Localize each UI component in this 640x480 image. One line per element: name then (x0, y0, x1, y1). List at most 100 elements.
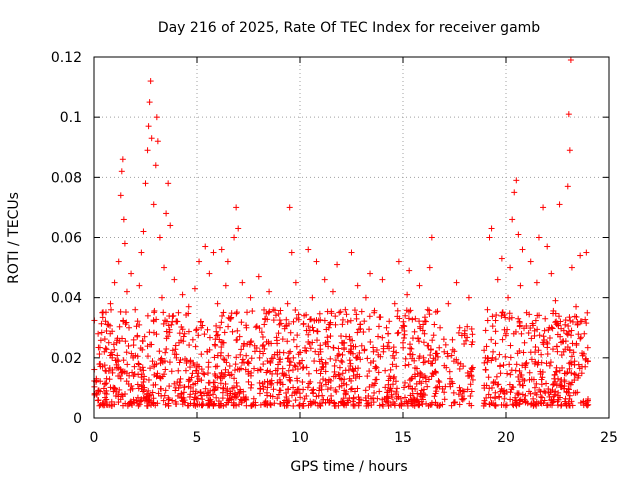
noise-point (332, 387, 339, 394)
data-point (404, 291, 411, 298)
noise-point (584, 309, 591, 316)
noise-point (556, 381, 563, 388)
noise-point (181, 384, 188, 391)
noise-point (489, 354, 496, 361)
noise-point (185, 310, 192, 317)
noise-point (572, 371, 579, 378)
noise-point (145, 387, 152, 394)
noise-point (235, 389, 242, 396)
noise-point (398, 401, 405, 408)
noise-point (469, 338, 476, 345)
data-point (194, 363, 200, 370)
noise-point (456, 365, 463, 372)
noise-point (568, 370, 575, 377)
noise-point (402, 379, 409, 386)
noise-point (135, 361, 142, 368)
noise-point (259, 343, 266, 350)
noise-point (260, 350, 267, 357)
noise-point (290, 318, 297, 325)
noise-point (103, 327, 110, 334)
noise-point (145, 376, 152, 383)
noise-point (296, 359, 303, 366)
noise-point (500, 362, 507, 369)
noise-point (102, 345, 109, 352)
noise-point (354, 329, 361, 336)
noise-point (563, 330, 570, 337)
noise-point (102, 318, 109, 325)
noise-point (339, 321, 346, 328)
noise-point (274, 370, 281, 377)
data-point (146, 99, 153, 106)
noise-point (379, 396, 386, 403)
noise-point (252, 324, 259, 331)
noise-point (453, 356, 460, 363)
noise-point (504, 370, 511, 377)
y-tick-label: 0.12 (51, 50, 82, 66)
noise-point (122, 338, 129, 345)
data-point (383, 324, 390, 331)
noise-point (263, 310, 270, 317)
noise-point (441, 389, 448, 396)
noise-point (561, 370, 568, 377)
noise-point (339, 370, 346, 377)
noise-point (101, 336, 108, 343)
noise-point (574, 374, 581, 381)
noise-point (520, 349, 527, 356)
noise-point (163, 345, 170, 352)
x-tick-label: 10 (291, 430, 309, 446)
noise-point (270, 317, 277, 324)
noise-point (402, 312, 409, 319)
noise-point (499, 309, 506, 316)
data-point (292, 279, 299, 286)
noise-point (532, 317, 539, 324)
noise-point (461, 341, 468, 348)
noise-point (585, 396, 592, 403)
noise-point (225, 369, 232, 376)
noise-point (551, 391, 558, 398)
noise-point (336, 351, 343, 358)
noise-point (485, 355, 492, 362)
noise-point (264, 358, 271, 365)
noise-point (484, 359, 491, 366)
noise-point (287, 348, 294, 355)
data-point (119, 156, 126, 163)
noise-point (537, 371, 544, 378)
data-point (231, 234, 238, 241)
noise-point (565, 323, 572, 330)
noise-point (391, 402, 398, 409)
data-point (136, 282, 143, 289)
noise-point (163, 328, 170, 335)
noise-point (538, 351, 545, 358)
noise-point (533, 391, 540, 398)
noise-point (384, 399, 391, 406)
noise-point (411, 402, 418, 409)
noise-point (467, 393, 474, 400)
noise-point (433, 350, 440, 357)
data-point (288, 249, 295, 256)
data-point (101, 348, 108, 355)
noise-point (455, 391, 462, 398)
noise-point (135, 385, 142, 392)
noise-point (120, 317, 127, 324)
noise-point (135, 360, 142, 367)
noise-point (413, 365, 420, 372)
noise-point (542, 315, 549, 322)
noise-point (361, 318, 368, 325)
noise-point (564, 331, 571, 338)
noise-point (134, 381, 141, 388)
y-tick-label: 0.06 (51, 231, 82, 247)
noise-point (137, 366, 144, 373)
noise-point (386, 318, 393, 325)
noise-point (150, 399, 157, 406)
noise-point (430, 332, 437, 339)
noise-point (497, 388, 504, 395)
noise-point (226, 395, 233, 402)
data-point (564, 183, 571, 190)
noise-point (335, 345, 342, 352)
data-point (511, 189, 518, 196)
noise-point (220, 356, 227, 363)
noise-point (322, 399, 329, 406)
noise-point (98, 329, 105, 336)
data-point (540, 204, 547, 211)
noise-point (531, 332, 538, 339)
